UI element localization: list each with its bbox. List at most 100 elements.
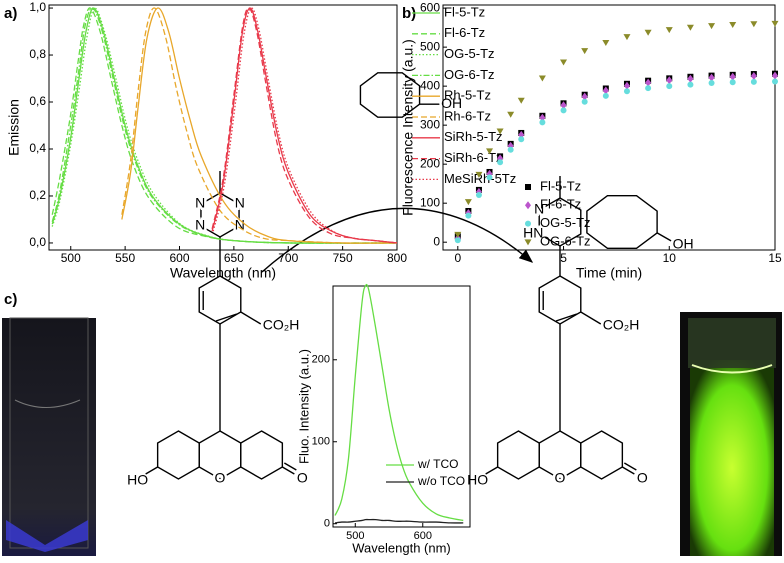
- marker: [539, 119, 546, 126]
- atom-label: OH: [673, 236, 694, 252]
- panel-label: a): [4, 5, 17, 22]
- x-tick-label: 10: [663, 251, 677, 265]
- plot-frame: [48, 4, 398, 251]
- marker: [729, 22, 737, 29]
- atom-label: O: [297, 470, 308, 486]
- x-tick-label: 500: [346, 530, 364, 542]
- marker: [708, 80, 715, 87]
- marker: [708, 73, 715, 82]
- marker: [517, 97, 525, 104]
- marker: [507, 111, 515, 118]
- line: [121, 7, 398, 244]
- y-tick-label: 0,0: [29, 235, 46, 249]
- bond: [555, 313, 578, 322]
- ring: [240, 430, 284, 480]
- ring: [198, 275, 242, 325]
- y-tick-label: 0,2: [29, 188, 46, 202]
- panel-label: b): [402, 5, 416, 22]
- atom-label: O: [637, 470, 648, 486]
- legend-label: Rh-5-Tz: [444, 88, 491, 103]
- x-tick-label: 500: [61, 251, 81, 265]
- y-tick-label: 200: [312, 354, 330, 366]
- y-tick-label: 0,4: [29, 141, 46, 155]
- marker: [496, 128, 504, 135]
- legend-label: OG-5-Tz: [444, 46, 495, 61]
- atom-label: N: [195, 195, 205, 211]
- y-tick-label: 0,6: [29, 94, 46, 108]
- atom-label: CO₂H: [263, 317, 300, 333]
- marker: [686, 24, 694, 31]
- marker: [560, 59, 568, 66]
- marker: [772, 78, 778, 85]
- marker: [464, 199, 472, 206]
- marker: [666, 76, 673, 85]
- reaction-arrow: [261, 207, 534, 273]
- plot-frame: [442, 4, 776, 251]
- y-tick-label: 0,8: [29, 47, 46, 61]
- marker: [518, 136, 525, 143]
- legend-marker: [525, 184, 531, 190]
- line: [212, 7, 398, 244]
- line: [334, 518, 464, 524]
- atom-label: O: [555, 470, 566, 486]
- y-axis-label: Emission: [6, 99, 22, 156]
- marker: [538, 75, 546, 82]
- marker: [581, 92, 588, 101]
- marker: [729, 72, 736, 81]
- marker: [486, 174, 493, 181]
- marker: [623, 81, 630, 90]
- legend-label: MeSiRh-5Tz: [444, 171, 516, 186]
- marker: [708, 23, 716, 30]
- legend-label: Fl-5-Tz: [540, 178, 581, 193]
- marker: [454, 231, 462, 238]
- ring: [156, 430, 200, 480]
- marker: [539, 113, 546, 122]
- marker: [623, 34, 631, 41]
- panel-label: c): [4, 291, 17, 308]
- atom-label: OH: [441, 95, 462, 111]
- y-tick-label: 100: [312, 436, 330, 448]
- legend-label: OG-5-Tz: [540, 215, 591, 230]
- line: [211, 7, 398, 244]
- bond: [240, 311, 262, 325]
- legend-label: Fl-6-Tz: [540, 197, 581, 212]
- plot-frame: [332, 285, 471, 528]
- x-axis-label: Time (min): [576, 265, 642, 281]
- marker: [729, 79, 736, 86]
- marker: [475, 171, 483, 178]
- x-tick-label: 0: [454, 251, 461, 265]
- atom-label: HO: [467, 472, 488, 488]
- legend-label: w/o TCO: [417, 474, 465, 488]
- x-tick-label: 600: [414, 530, 432, 542]
- marker: [687, 81, 694, 88]
- bond: [485, 466, 498, 475]
- legend-marker: [525, 201, 531, 210]
- marker: [602, 39, 610, 46]
- marker: [645, 85, 652, 92]
- x-axis-label: Wavelength (nm): [352, 540, 451, 555]
- legend-label: SiRh-6-Tz: [444, 150, 503, 165]
- ring: [538, 275, 582, 325]
- atom-label: O: [215, 470, 226, 486]
- y-tick-label: 0: [433, 234, 440, 248]
- marker: [497, 159, 504, 166]
- bond: [656, 232, 672, 242]
- y-axis-label: Fluorescence Intensity (a.u.): [400, 39, 416, 216]
- y-tick-label: 600: [420, 0, 440, 14]
- x-tick-label: 5: [560, 251, 567, 265]
- atom-label: N: [534, 201, 544, 217]
- line: [51, 7, 398, 244]
- x-tick-label: 750: [333, 251, 353, 265]
- line: [51, 7, 398, 244]
- marker: [507, 146, 514, 153]
- bond: [284, 462, 297, 471]
- marker: [560, 107, 567, 114]
- ring: [496, 430, 540, 480]
- legend-marker: [524, 239, 532, 246]
- atom-label: N: [195, 217, 205, 233]
- y-tick-label: 400: [420, 78, 440, 92]
- x-tick-label: 15: [768, 251, 782, 265]
- y-tick-label: 500: [420, 39, 440, 53]
- atom-label: N: [235, 195, 245, 211]
